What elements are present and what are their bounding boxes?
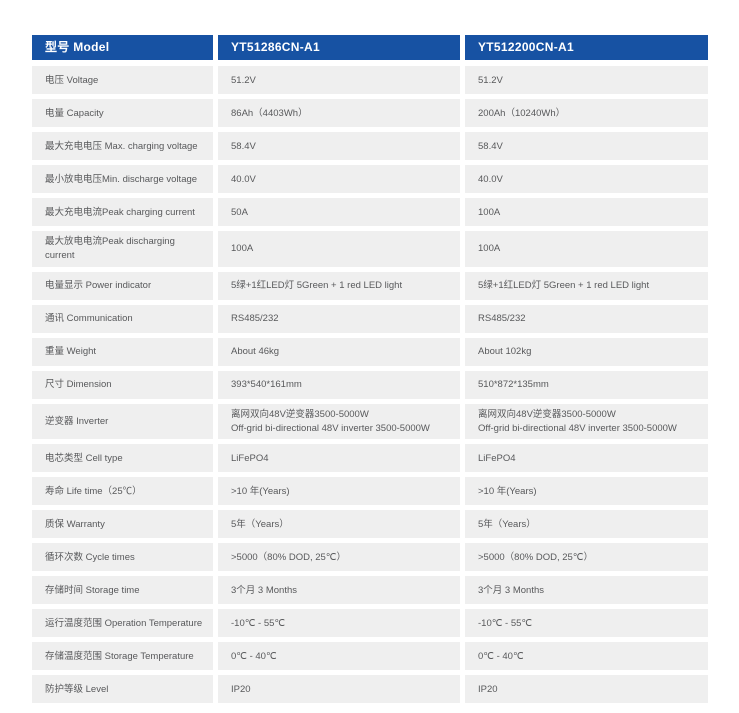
spec-value-model-2: -10℃ - 55℃ (465, 609, 708, 638)
spec-value-model-1: IP20 (218, 675, 460, 704)
spec-label: 最小放电电压Min. discharge voltage (32, 165, 213, 194)
spec-value-model-2: 100A (465, 231, 708, 267)
spec-value-model-2: About 102kg (465, 337, 708, 366)
spec-value-model-2: IP20 (465, 675, 708, 704)
spec-label: 电压 Voltage (32, 66, 213, 95)
spec-value-model-1: -10℃ - 55℃ (218, 609, 460, 638)
spec-value-model-1: 58.4V (218, 132, 460, 161)
spec-value-model-2: RS485/232 (465, 304, 708, 333)
header-model-2: YT512200CN-A1 (465, 35, 708, 61)
spec-value-model-2: 离网双向48V逆变器3500-5000W Off-grid bi-directi… (465, 403, 708, 440)
spec-value-model-2: >10 年(Years) (465, 477, 708, 506)
spec-label: 电芯类型 Cell type (32, 444, 213, 473)
spec-label: 防护等级 Level (32, 675, 213, 704)
spec-value-model-2: 100A (465, 198, 708, 227)
spec-label: 逆变器 Inverter (32, 403, 213, 440)
spec-value-model-1: 100A (218, 231, 460, 267)
spec-label: 最大充电电压 Max. charging voltage (32, 132, 213, 161)
spec-label: 尺寸 Dimension (32, 370, 213, 399)
spec-value-model-1: LiFePO4 (218, 444, 460, 473)
table-row: 通讯 Communication RS485/232 RS485/232 (32, 304, 708, 333)
spec-value-model-2: 5绿+1红LED灯 5Green + 1 red LED light (465, 271, 708, 300)
table-row: 尺寸 Dimension 393*540*161mm 510*872*135mm (32, 370, 708, 399)
spec-value-model-2: LiFePO4 (465, 444, 708, 473)
spec-value-model-1: >10 年(Years) (218, 477, 460, 506)
table-row: 电量 Capacity 86Ah（4403Wh） 200Ah（10240Wh） (32, 99, 708, 128)
spec-label: 通讯 Communication (32, 304, 213, 333)
spec-value-model-2: 51.2V (465, 66, 708, 95)
table-row: 寿命 Life time（25℃） >10 年(Years) >10 年(Yea… (32, 477, 708, 506)
spec-value-model-1: 50A (218, 198, 460, 227)
table-row: 防护等级 Level IP20 IP20 (32, 675, 708, 704)
spec-value-model-1: 51.2V (218, 66, 460, 95)
spec-label: 重量 Weight (32, 337, 213, 366)
spec-label: 存储温度范围 Storage Temperature (32, 642, 213, 671)
spec-label: 电量显示 Power indicator (32, 271, 213, 300)
spec-label: 质保 Warranty (32, 510, 213, 539)
spec-value-model-1: About 46kg (218, 337, 460, 366)
spec-value-model-2: 0℃ - 40℃ (465, 642, 708, 671)
spec-label: 寿命 Life time（25℃） (32, 477, 213, 506)
table-row: 电压 Voltage 51.2V 51.2V (32, 66, 708, 95)
table-row: 电量显示 Power indicator 5绿+1红LED灯 5Green + … (32, 271, 708, 300)
table-row: 质保 Warranty 5年（Years） 5年（Years） (32, 510, 708, 539)
spec-value-model-2: 40.0V (465, 165, 708, 194)
header-model-1: YT51286CN-A1 (218, 35, 460, 61)
spec-value-model-1: 40.0V (218, 165, 460, 194)
table-row: 最小放电电压Min. discharge voltage 40.0V 40.0V (32, 165, 708, 194)
spec-label: 循环次数 Cycle times (32, 543, 213, 572)
table-header-row: 型号 Model YT51286CN-A1 YT512200CN-A1 (32, 35, 708, 61)
spec-label: 电量 Capacity (32, 99, 213, 128)
table-row: 存储温度范围 Storage Temperature 0℃ - 40℃ 0℃ -… (32, 642, 708, 671)
spec-value-model-1: RS485/232 (218, 304, 460, 333)
spec-value-model-1: 5绿+1红LED灯 5Green + 1 red LED light (218, 271, 460, 300)
spec-value-model-2: >5000（80% DOD, 25℃） (465, 543, 708, 572)
spec-table: 型号 Model YT51286CN-A1 YT512200CN-A1 电压 V… (32, 35, 708, 708)
spec-value-model-1: 86Ah（4403Wh） (218, 99, 460, 128)
table-row: 循环次数 Cycle times >5000（80% DOD, 25℃） >50… (32, 543, 708, 572)
table-row: 最大充电电流Peak charging current 50A 100A (32, 198, 708, 227)
spec-label: 存储时间 Storage time (32, 576, 213, 605)
spec-value-model-1: 0℃ - 40℃ (218, 642, 460, 671)
spec-value-model-2: 58.4V (465, 132, 708, 161)
spec-label: 最大充电电流Peak charging current (32, 198, 213, 227)
spec-value-model-2: 510*872*135mm (465, 370, 708, 399)
spec-value-model-2: 3个月 3 Months (465, 576, 708, 605)
table-row: 重量 Weight About 46kg About 102kg (32, 337, 708, 366)
spec-value-model-1: 离网双向48V逆变器3500-5000W Off-grid bi-directi… (218, 403, 460, 440)
spec-value-model-1: 3个月 3 Months (218, 576, 460, 605)
spec-label: 运行温度范围 Operation Temperature (32, 609, 213, 638)
spec-value-model-2: 200Ah（10240Wh） (465, 99, 708, 128)
table-body: 电压 Voltage 51.2V 51.2V 电量 Capacity 86Ah（… (32, 66, 708, 704)
table-row: 存储时间 Storage time 3个月 3 Months 3个月 3 Mon… (32, 576, 708, 605)
table-row: 逆变器 Inverter 离网双向48V逆变器3500-5000W Off-gr… (32, 403, 708, 440)
spec-value-model-1: 5年（Years） (218, 510, 460, 539)
table-row: 电芯类型 Cell type LiFePO4 LiFePO4 (32, 444, 708, 473)
table-row: 最大放电电流Peak discharging current 100A 100A (32, 231, 708, 267)
header-model-label: 型号 Model (32, 35, 213, 61)
spec-value-model-1: 393*540*161mm (218, 370, 460, 399)
table-row: 运行温度范围 Operation Temperature -10℃ - 55℃ … (32, 609, 708, 638)
spec-value-model-1: >5000（80% DOD, 25℃） (218, 543, 460, 572)
spec-label: 最大放电电流Peak discharging current (32, 231, 213, 267)
spec-value-model-2: 5年（Years） (465, 510, 708, 539)
table-row: 最大充电电压 Max. charging voltage 58.4V 58.4V (32, 132, 708, 161)
